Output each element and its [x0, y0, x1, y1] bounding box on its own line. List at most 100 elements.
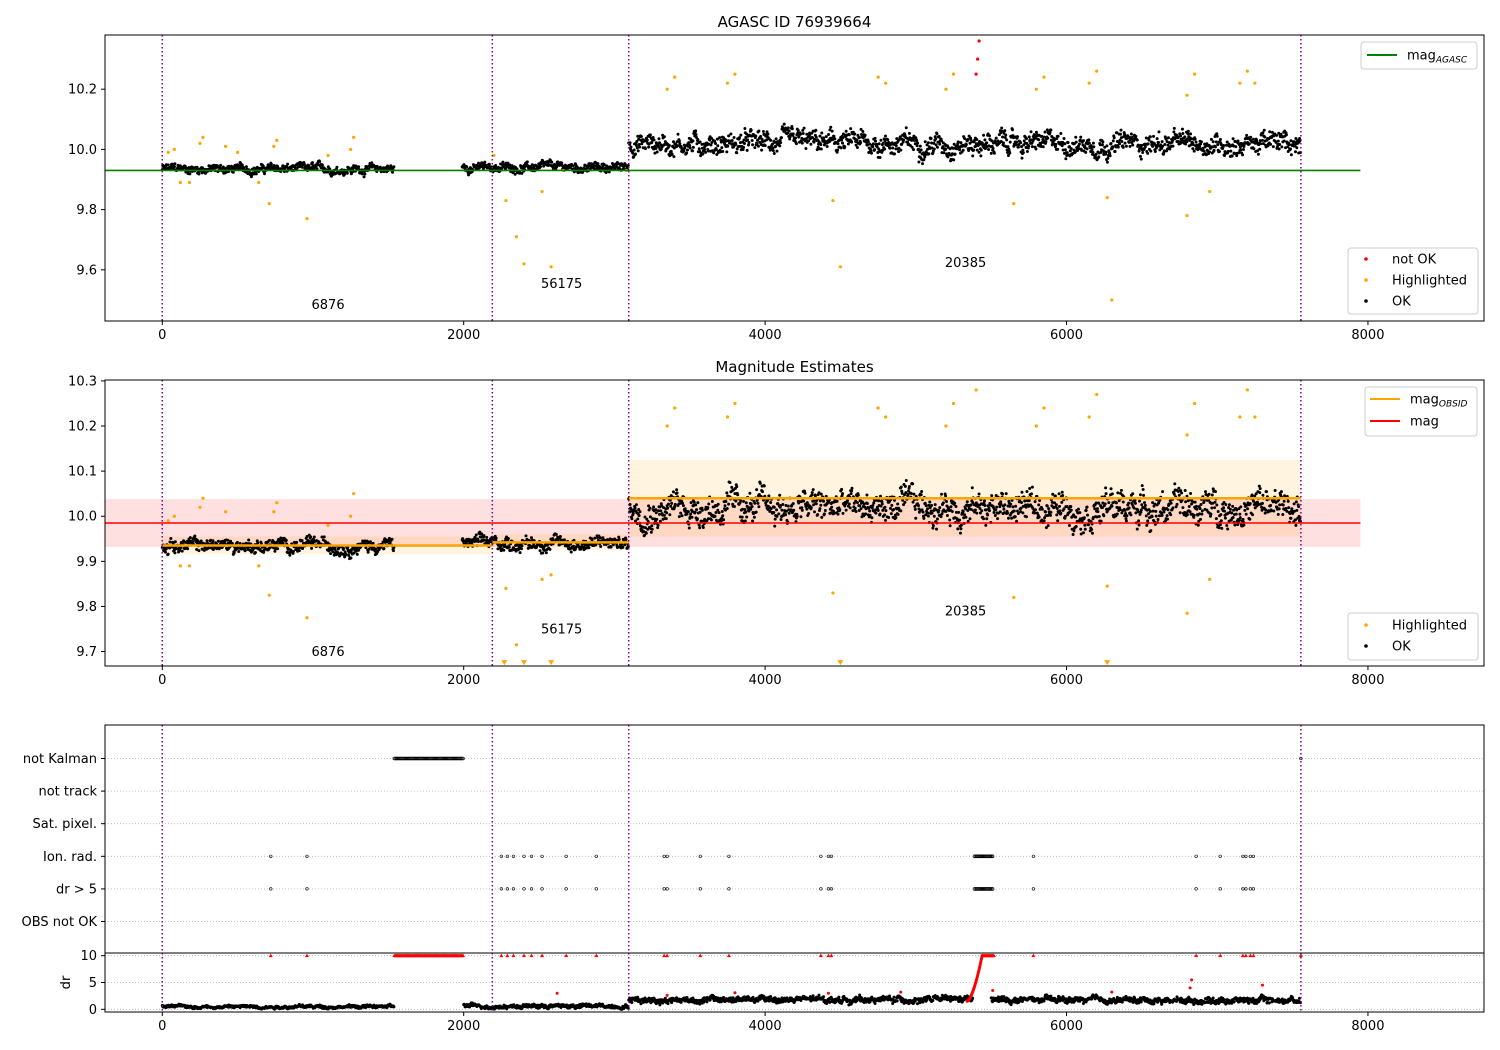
- ok-point: [1141, 487, 1145, 491]
- ok-point: [178, 548, 182, 552]
- y-tick-label: 10.1: [68, 465, 97, 480]
- legend-box: [1347, 247, 1479, 315]
- ok-point: [874, 508, 878, 512]
- ok-point: [978, 511, 982, 515]
- ok-point: [1160, 140, 1164, 144]
- ok-point: [688, 144, 692, 148]
- ok-point: [1069, 147, 1073, 151]
- ok-point: [804, 505, 808, 509]
- ok-point: [381, 540, 385, 544]
- ok-point: [930, 146, 934, 150]
- ok-point: [1186, 129, 1190, 133]
- ok-point: [974, 501, 978, 505]
- ok-point: [1189, 132, 1193, 136]
- ok-point: [1288, 147, 1292, 151]
- ok-point: [329, 552, 333, 556]
- ok-point: [724, 499, 728, 503]
- ok-point: [1015, 509, 1019, 513]
- ok-point: [331, 550, 335, 554]
- ok-point: [1105, 144, 1109, 148]
- ok-point: [741, 147, 745, 151]
- ok-point: [347, 553, 351, 557]
- ok-point: [654, 508, 658, 512]
- ok-point: [352, 551, 356, 555]
- ok-point: [990, 494, 994, 498]
- ok-point: [752, 515, 756, 519]
- highlighted-point: [831, 591, 835, 595]
- clipped-marker: [837, 660, 844, 666]
- ok-point: [1063, 142, 1067, 146]
- ok-point: [667, 143, 671, 147]
- ok-point: [671, 490, 675, 494]
- ok-point: [915, 144, 919, 148]
- highlighted-point: [665, 87, 669, 91]
- ok-point: [591, 163, 595, 167]
- ok-point: [1293, 509, 1297, 513]
- ok-point: [1042, 519, 1046, 523]
- ok-point: [550, 160, 554, 164]
- ok-point: [633, 506, 637, 510]
- highlighted-point: [1087, 415, 1091, 419]
- legend-label: not OK: [1392, 253, 1437, 268]
- ok-point: [1048, 130, 1052, 134]
- ok-point: [1034, 130, 1038, 134]
- ok-point: [857, 136, 861, 140]
- ok-point: [677, 502, 681, 506]
- ok-point: [1218, 523, 1222, 527]
- ok-point: [637, 507, 641, 511]
- ok-point: [1219, 143, 1223, 147]
- ok-point: [1092, 145, 1096, 149]
- ok-point: [173, 551, 177, 555]
- ok-point: [873, 499, 877, 503]
- highlighted-point: [326, 523, 330, 527]
- ok-point: [853, 506, 857, 510]
- ok-point: [868, 513, 872, 517]
- ok-point: [1284, 133, 1288, 137]
- ok-point: [243, 549, 247, 553]
- highlighted-point: [201, 135, 205, 139]
- ok-point: [520, 171, 524, 175]
- ok-point: [784, 503, 788, 507]
- ok-point: [631, 512, 635, 516]
- ok-point: [1017, 143, 1021, 147]
- ok-point: [749, 502, 753, 506]
- ok-point: [903, 484, 907, 488]
- ok-point: [1193, 500, 1197, 504]
- ok-point: [673, 502, 677, 506]
- ok-point: [913, 504, 917, 508]
- y-tick-label: 9.6: [76, 263, 97, 278]
- ok-point: [529, 536, 533, 540]
- ok-point: [980, 509, 984, 513]
- ok-point: [1074, 515, 1078, 519]
- y-tick-label: Sat. pixel.: [33, 817, 97, 832]
- ok-point: [650, 527, 654, 531]
- ok-point: [1276, 139, 1280, 143]
- ok-point: [1297, 505, 1301, 509]
- ok-point: [1033, 500, 1037, 504]
- highlighted-point: [665, 424, 669, 428]
- ok-point: [937, 508, 941, 512]
- ok-point: [691, 145, 695, 149]
- highlighted-point: [1012, 595, 1016, 600]
- ok-point: [919, 148, 923, 152]
- ok-point: [1282, 139, 1286, 143]
- ok-point: [1278, 142, 1282, 146]
- ok-point: [349, 556, 353, 560]
- ok-point: [666, 502, 670, 506]
- ok-point: [784, 509, 788, 513]
- ok-point: [1046, 524, 1050, 528]
- ok-point: [1212, 148, 1216, 152]
- ok-point: [1260, 508, 1264, 512]
- ok-point: [638, 145, 642, 149]
- ok-point: [639, 135, 643, 139]
- ok-point: [679, 511, 683, 515]
- ok-point: [345, 171, 349, 175]
- ok-point: [977, 150, 981, 154]
- ok-point: [772, 511, 776, 515]
- ok-point: [919, 493, 923, 497]
- ok-point: [263, 172, 267, 176]
- ok-point: [1051, 492, 1055, 496]
- ok-point: [937, 134, 941, 138]
- ok-point: [778, 493, 782, 497]
- ok-point: [1142, 501, 1146, 505]
